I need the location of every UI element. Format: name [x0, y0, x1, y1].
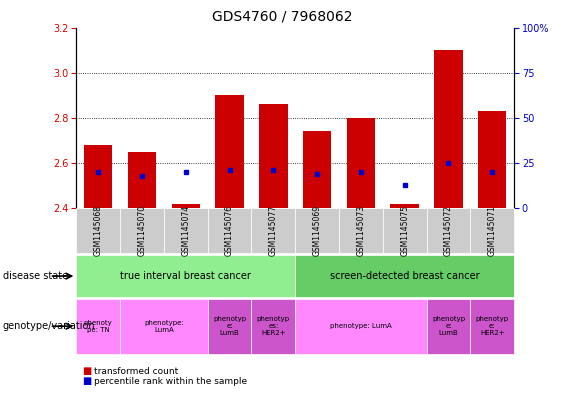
- Text: ■: ■: [82, 376, 91, 386]
- Bar: [84, 145, 112, 208]
- Text: GSM1145069: GSM1145069: [312, 205, 321, 257]
- Bar: [390, 204, 419, 208]
- Text: phenotyp
es:
HER2+: phenotyp es: HER2+: [257, 316, 290, 336]
- Text: transformed count: transformed count: [94, 367, 179, 376]
- Text: GSM1145077: GSM1145077: [269, 205, 278, 257]
- Text: phenotype: LumA: phenotype: LumA: [330, 323, 392, 329]
- Text: phenotyp
e:
LumB: phenotyp e: LumB: [213, 316, 246, 336]
- Text: phenotyp
e:
HER2+: phenotyp e: HER2+: [476, 316, 509, 336]
- Text: GSM1145068: GSM1145068: [94, 206, 103, 256]
- Bar: [303, 131, 331, 208]
- Text: GSM1145071: GSM1145071: [488, 206, 497, 256]
- Text: true interval breast cancer: true interval breast cancer: [120, 271, 251, 281]
- Text: screen-detected breast cancer: screen-detected breast cancer: [330, 271, 480, 281]
- Text: phenotyp
e:
LumB: phenotyp e: LumB: [432, 316, 465, 336]
- Text: GSM1145075: GSM1145075: [400, 205, 409, 257]
- Text: GSM1145076: GSM1145076: [225, 205, 234, 257]
- Text: phenotype:
LumA: phenotype: LumA: [144, 320, 184, 333]
- Text: genotype/variation: genotype/variation: [3, 321, 95, 331]
- Text: GSM1145070: GSM1145070: [137, 205, 146, 257]
- Bar: [434, 50, 463, 208]
- Text: GDS4760 / 7968062: GDS4760 / 7968062: [212, 10, 353, 24]
- Bar: [215, 95, 244, 208]
- Text: phenoty
pe: TN: phenoty pe: TN: [84, 320, 112, 333]
- Text: percentile rank within the sample: percentile rank within the sample: [94, 377, 247, 386]
- Text: disease state: disease state: [3, 271, 68, 281]
- Bar: [172, 204, 200, 208]
- Bar: [347, 118, 375, 208]
- Text: GSM1145072: GSM1145072: [444, 206, 453, 256]
- Bar: [478, 111, 506, 208]
- Text: GSM1145074: GSM1145074: [181, 205, 190, 257]
- Bar: [259, 105, 288, 208]
- Bar: [128, 152, 156, 208]
- Text: GSM1145073: GSM1145073: [357, 205, 366, 257]
- Text: ■: ■: [82, 366, 91, 376]
